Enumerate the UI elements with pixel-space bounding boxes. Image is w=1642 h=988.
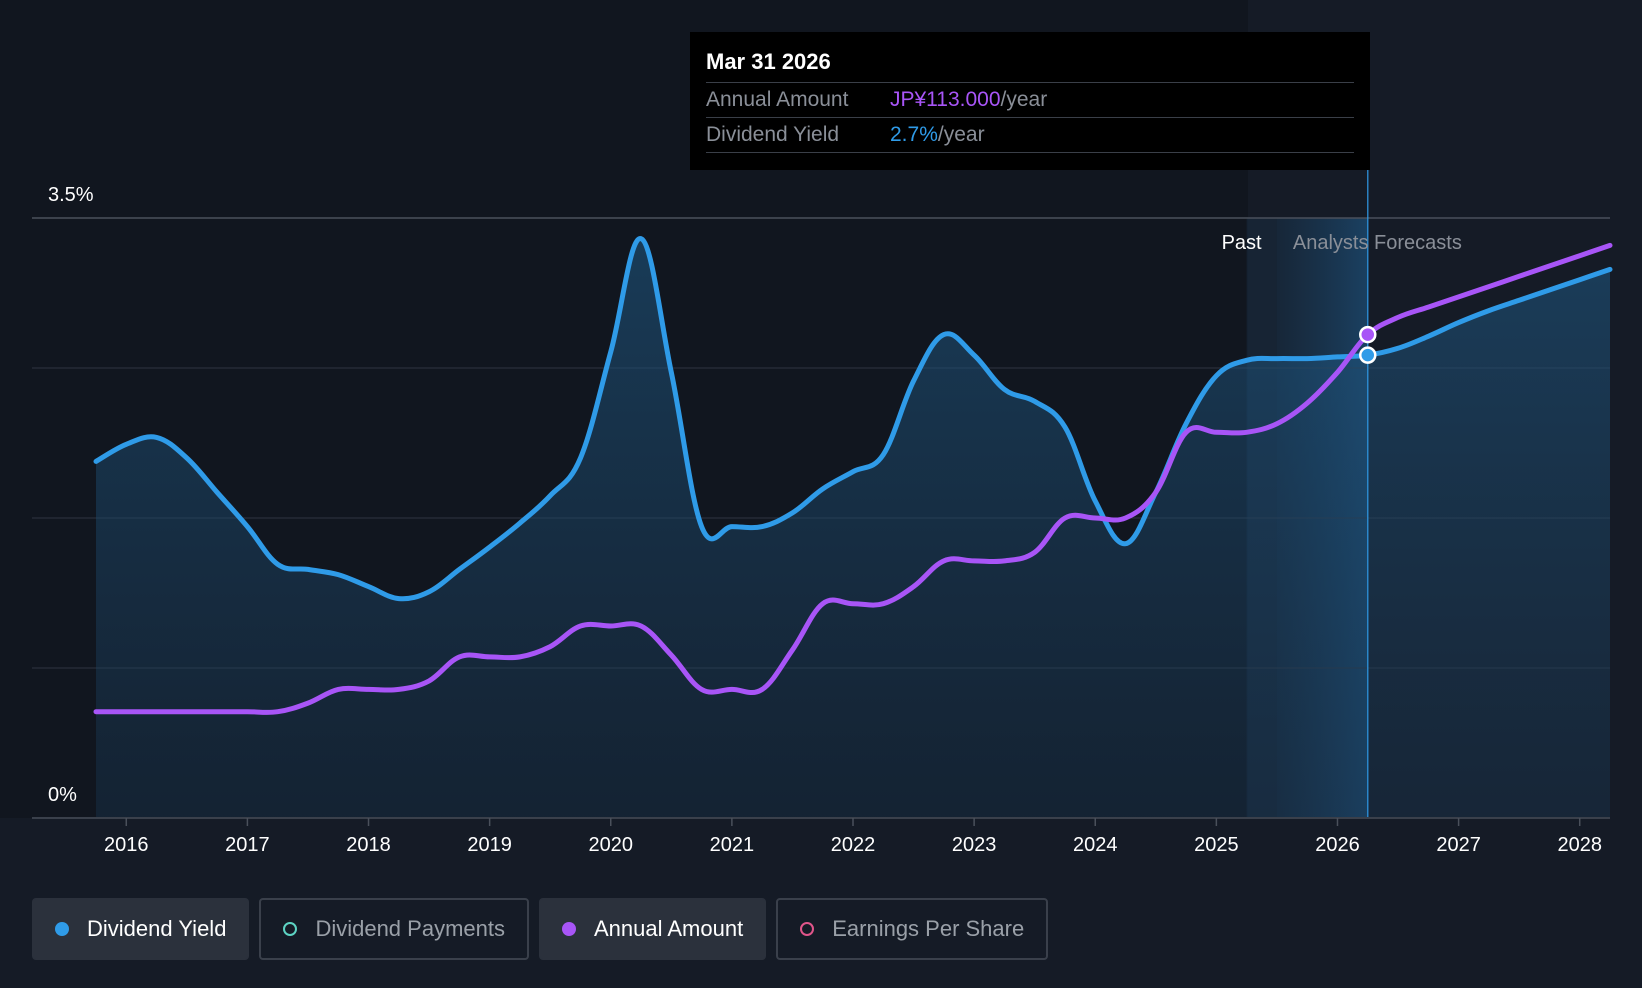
cursor-markers <box>1359 325 1377 364</box>
x-tick-label: 2028 <box>1557 834 1602 856</box>
x-tick-label: 2025 <box>1194 834 1239 856</box>
legend-dividend-payments-button[interactable]: Dividend Payments <box>259 898 529 960</box>
hollow-circle-icon <box>800 922 815 936</box>
legend-label: Dividend Yield <box>87 916 227 941</box>
legend-label: Annual Amount <box>593 916 744 941</box>
tooltip: Mar 31 2026 Annual Amount JP¥113.000 /ye… <box>690 32 1370 170</box>
legend-label: Earnings Per Share <box>832 916 1025 941</box>
dividend-yield-line <box>93 236 1613 602</box>
legend: Dividend Yield Dividend Payments Annual … <box>32 898 1049 960</box>
tooltip-value: JP¥113.000 <box>890 88 1001 111</box>
annual-amount-line <box>93 242 1613 715</box>
y-axis-bottom-label: 0% <box>48 784 77 806</box>
tooltip-row-annual-amount: Annual Amount JP¥113.000 /year <box>706 83 1354 118</box>
x-tick-label: 2023 <box>952 834 997 856</box>
filled-circle-icon <box>55 922 69 936</box>
x-tick-label: 2021 <box>710 834 755 856</box>
x-tick-label: 2017 <box>225 834 270 856</box>
hollow-circle-icon <box>283 922 298 936</box>
legend-dividend-yield-button[interactable]: Dividend Yield <box>32 898 250 960</box>
legend-label: Dividend Payments <box>315 916 505 941</box>
tooltip-row-dividend-yield: Dividend Yield 2.7% /year <box>706 118 1354 153</box>
tooltip-date: Mar 31 2026 <box>706 46 1354 83</box>
x-tick-label: 2016 <box>104 834 149 856</box>
dividend-yield-area <box>96 238 1610 818</box>
tooltip-unit: /year <box>1000 88 1048 111</box>
tooltip-unit: /year <box>937 123 985 146</box>
x-tick-label: 2022 <box>831 834 876 856</box>
tooltip-label: Annual Amount <box>706 88 849 111</box>
forecast-label: Analysts Forecasts <box>1293 232 1462 254</box>
y-axis-top-label: 3.5% <box>48 184 94 206</box>
x-tick-label: 2024 <box>1073 834 1118 856</box>
legend-annual-amount-button[interactable]: Annual Amount <box>538 898 767 960</box>
dividend-yield-marker <box>1359 346 1377 364</box>
x-tick-label: 2019 <box>467 834 512 856</box>
x-axis: 2016 2017 2018 2019 2020 2021 2022 2023 2024 2025… <box>104 818 1602 856</box>
x-tick-label: 2026 <box>1315 834 1360 856</box>
past-label: Past <box>1222 232 1262 254</box>
x-tick-label: 2020 <box>589 834 634 856</box>
x-tick-label: 2027 <box>1436 834 1481 856</box>
tooltip-value: 2.7% <box>890 123 938 146</box>
legend-earnings-per-share-button[interactable]: Earnings Per Share <box>776 898 1049 960</box>
filled-circle-icon <box>561 922 576 936</box>
x-tick-label: 2018 <box>346 834 391 856</box>
annual-amount-marker <box>1359 325 1377 344</box>
tooltip-label: Dividend Yield <box>706 123 840 146</box>
